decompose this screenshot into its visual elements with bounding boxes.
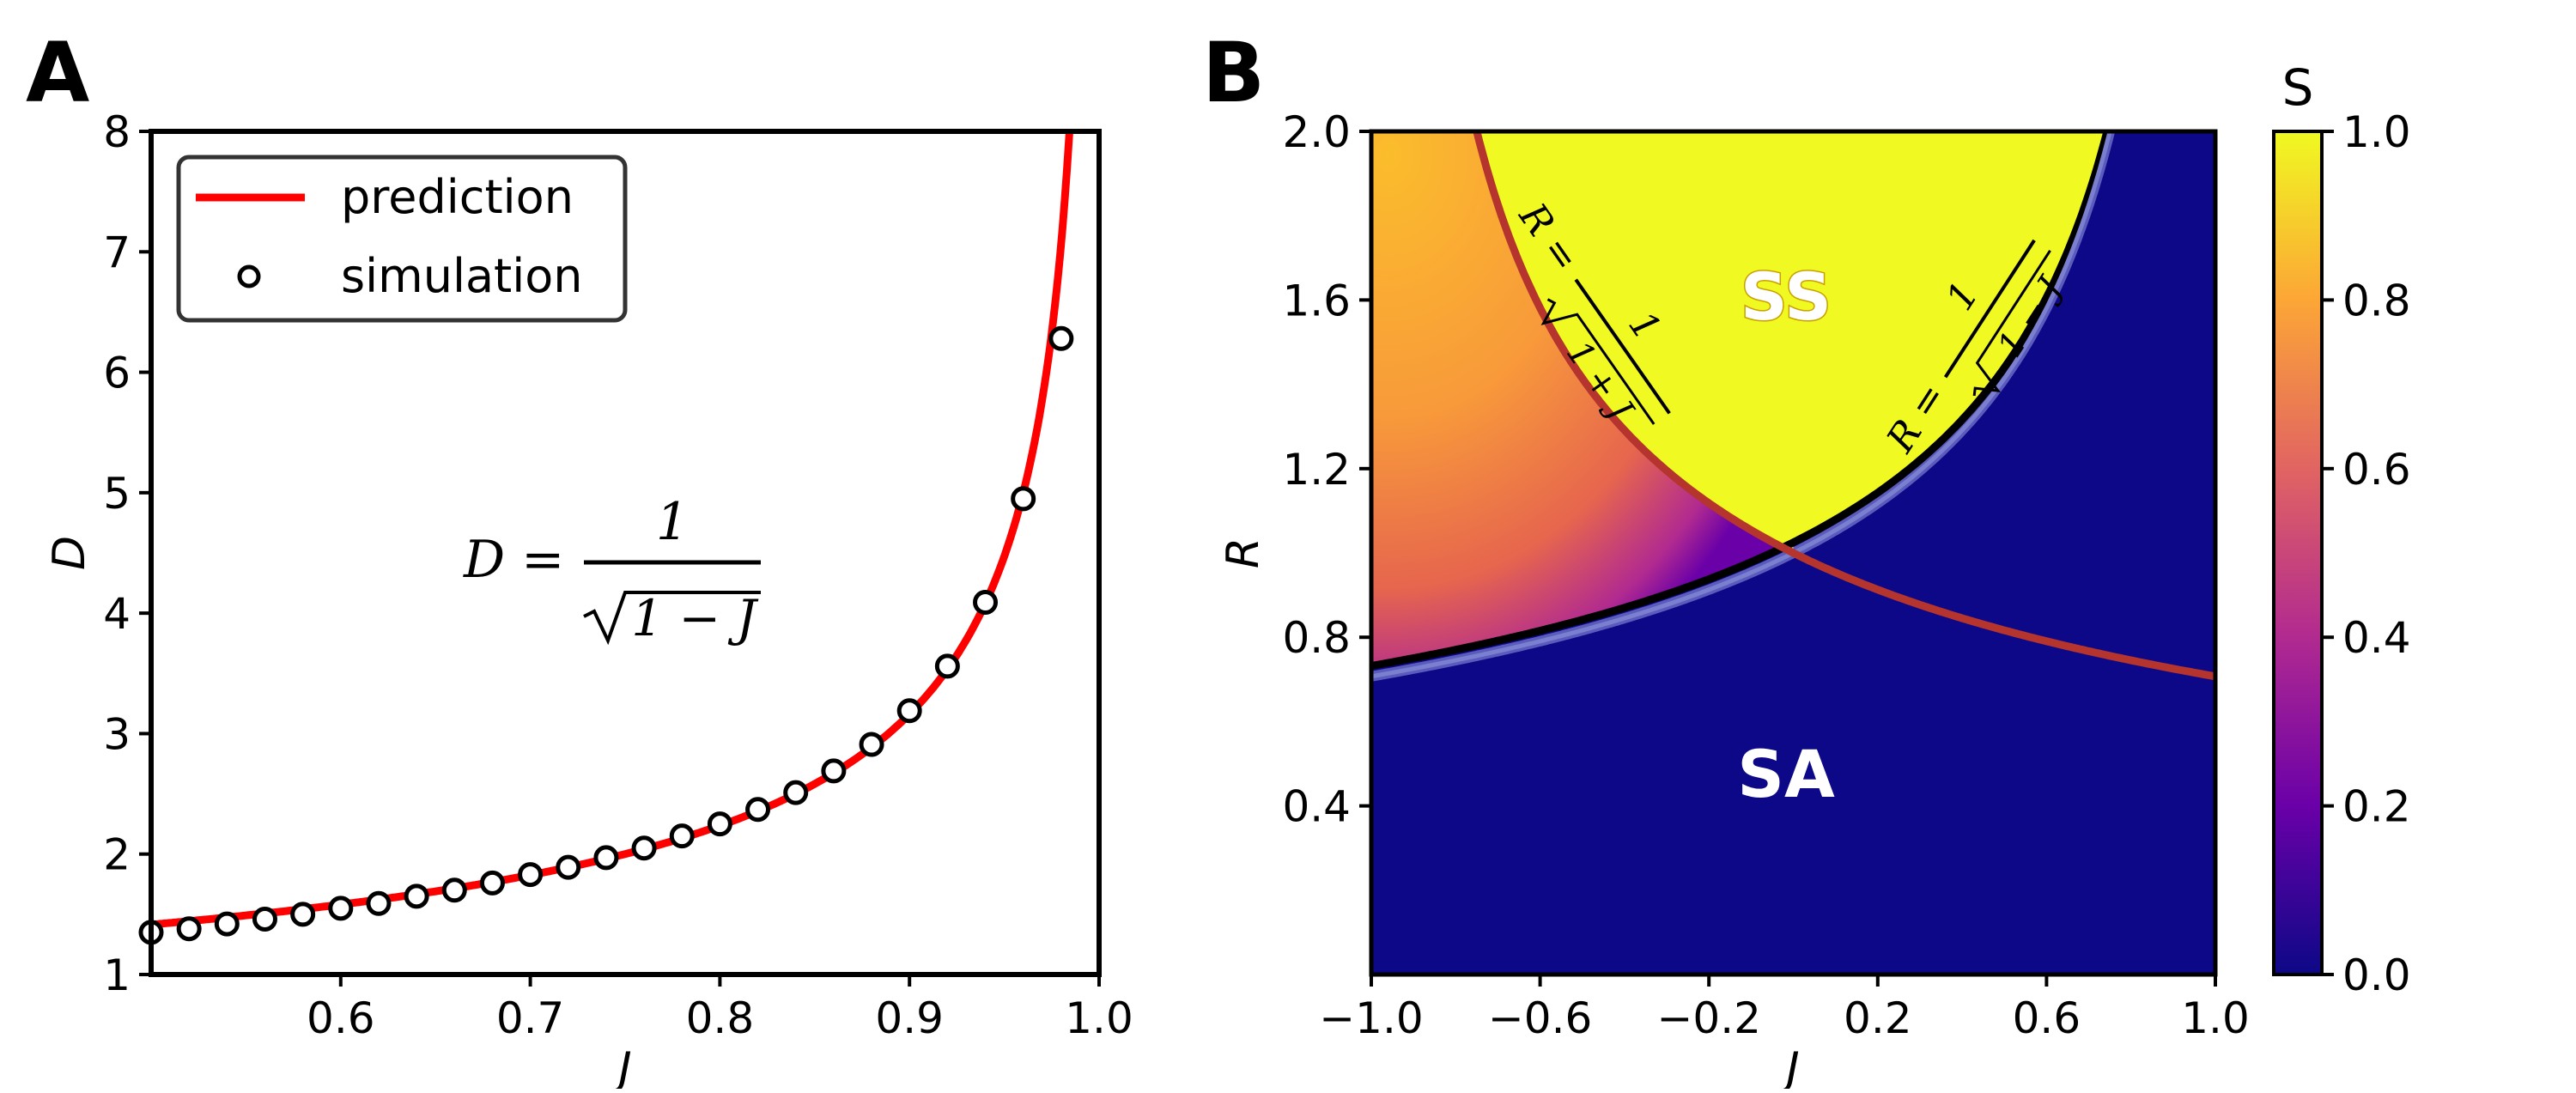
colorbar-tick-label: 0.0: [2342, 950, 2411, 1000]
y-tick-label: 8: [103, 107, 131, 157]
x-tick-label: 0.7: [496, 993, 565, 1043]
y-tick-label: 7: [103, 228, 131, 277]
y-tick-label: 5: [103, 469, 131, 519]
y-tick-label: 1: [103, 950, 131, 1000]
legend-marker-swatch: [240, 267, 258, 286]
heatmap: [1367, 0, 2215, 975]
x-tick-label: 0.6: [2013, 993, 2081, 1043]
simulation-point: [293, 904, 313, 925]
colorbar-tick-label: 0.2: [2342, 782, 2411, 832]
region-label-sa: SA: [1737, 736, 1835, 812]
colorbar-ticks: 0.0 0.2 0.4 0.6 0.8 1.0: [2322, 107, 2411, 1000]
colorbar-gradient: [2274, 131, 2322, 975]
simulation-point: [179, 919, 199, 939]
y-tick-label: 2.0: [1282, 107, 1351, 157]
simulation-point: [368, 893, 389, 914]
simulation-point: [786, 782, 806, 803]
simulation-point: [671, 826, 692, 847]
panel-b-xlabel: J: [1778, 1043, 1799, 1089]
simulation-point: [709, 814, 730, 835]
simulation-point: [520, 865, 541, 885]
x-tick-label: 0.6: [307, 993, 375, 1043]
formula-denominator: 1 − J: [631, 589, 758, 647]
simulation-point: [1051, 328, 1072, 349]
panel-b-ylabel: R: [1218, 537, 1269, 568]
figure: A 0.6 0.7 0.8 0.9 1.0 1 2 3 4 5 6 7 8 J D prediction…: [0, 0, 2576, 1089]
x-tick-label: 0.9: [875, 993, 944, 1043]
simulation-point: [899, 701, 920, 721]
simulation-point: [596, 847, 617, 868]
y-tick-label: 2: [103, 830, 131, 880]
colorbar-label: S: [2282, 58, 2314, 117]
x-tick-label: −0.6: [1488, 993, 1592, 1043]
simulation-point: [216, 914, 237, 934]
colorbar-tick-label: 0.8: [2342, 276, 2411, 325]
simulation-point: [254, 908, 275, 929]
panel-a-label: A: [26, 25, 89, 121]
colorbar-tick-label: 0.6: [2342, 445, 2411, 495]
panel-b: B −1.0 −0.6 −0.2 0.2 0.6 1.0 0.4 0.8 1.2 1.6 2.0 S…: [1202, 0, 2411, 1089]
legend: prediction simulation: [179, 157, 625, 320]
panel-a: A 0.6 0.7 0.8 0.9 1.0 1 2 3 4 5 6 7 8 J D prediction…: [26, 25, 1133, 1089]
formula-numerator: 1: [656, 492, 689, 552]
colorbar-tick-label: 0.4: [2342, 613, 2411, 663]
x-tick-label: −0.2: [1656, 993, 1760, 1043]
legend-item-prediction: prediction: [341, 170, 574, 224]
x-tick-label: 0.8: [686, 993, 755, 1043]
formula-annotation: D = 1 1 − J: [463, 492, 761, 647]
y-tick-label: 1.6: [1282, 276, 1351, 325]
legend-item-simulation: simulation: [341, 249, 583, 303]
simulation-point: [1013, 489, 1034, 509]
simulation-point: [558, 857, 579, 877]
simulation-point: [406, 886, 427, 907]
x-tick-label: 1.0: [1065, 993, 1133, 1043]
panel-a-xlabel: J: [611, 1043, 631, 1089]
simulation-point: [748, 799, 769, 820]
simulation-point: [331, 898, 351, 919]
simulation-point: [634, 838, 654, 859]
x-tick-label: 0.2: [1844, 993, 1912, 1043]
region-label-ss: SS: [1741, 258, 1832, 335]
x-tick-label: 1.0: [2181, 993, 2250, 1043]
y-tick-label: 0.8: [1282, 613, 1351, 663]
colorbar-tick-label: 1.0: [2342, 107, 2411, 157]
y-tick-label: 1.2: [1282, 445, 1351, 495]
y-tick-label: 6: [103, 349, 131, 398]
panel-b-label: B: [1202, 25, 1265, 121]
panel-a-ylabel: D: [44, 536, 95, 570]
x-tick-label: −1.0: [1319, 993, 1423, 1043]
simulation-point: [444, 880, 465, 901]
simulation-point: [823, 761, 844, 781]
y-tick-label: 0.4: [1282, 782, 1351, 832]
y-tick-label: 4: [103, 589, 131, 639]
simulation-point: [861, 734, 882, 755]
colorbar: S 0.0 0.2 0.4 0.6 0.8 1.0: [2274, 58, 2411, 1000]
simulation-point: [975, 592, 996, 613]
y-tick-label: 3: [103, 709, 131, 759]
simulation-point: [482, 872, 502, 893]
simulation-point: [937, 656, 957, 677]
formula-lhs: D =: [463, 530, 564, 590]
